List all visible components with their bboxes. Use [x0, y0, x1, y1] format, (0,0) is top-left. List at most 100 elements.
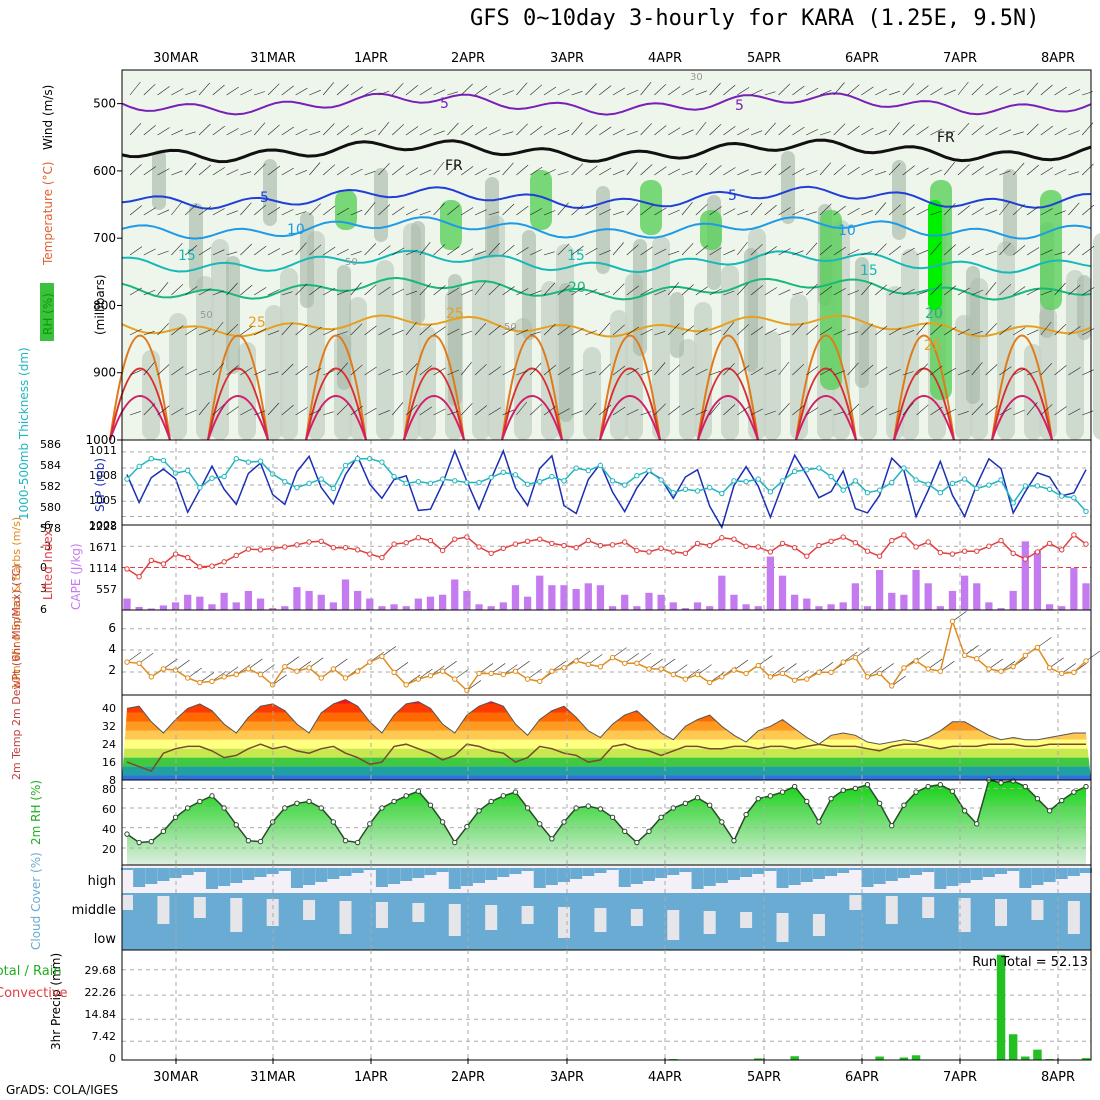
wind-barb [322, 82, 335, 96]
contour-label: 20 [568, 280, 586, 296]
rh-legend-swatch [40, 283, 54, 341]
wind-barb [405, 404, 418, 416]
wind-speed-point [1059, 670, 1065, 677]
wind-barb [309, 409, 322, 416]
wind-barb [1054, 406, 1067, 416]
wind-barb [543, 86, 557, 96]
cape-bar [560, 585, 568, 610]
wind-barb [212, 321, 224, 336]
rh-blob [559, 283, 573, 422]
wind-barb [875, 284, 888, 296]
cape-bar [718, 575, 726, 610]
wind-barb [750, 89, 763, 96]
high-cloud-bar [715, 868, 728, 883]
wind-barb [944, 408, 957, 416]
wind-barb [226, 365, 239, 376]
wind-barb [792, 363, 805, 376]
wind-barb [543, 210, 556, 216]
high-cloud-bar [242, 868, 255, 880]
high-cloud-bar [788, 868, 801, 885]
contour-label: 5 [440, 96, 449, 112]
rh-point [245, 837, 252, 844]
rh-point [561, 819, 567, 825]
li-tick-label: 3 [40, 582, 47, 595]
cape-bar [475, 604, 483, 610]
lifted-index-point [597, 542, 604, 549]
wind-barb [833, 288, 846, 296]
cape-bar [378, 606, 386, 610]
wind-barb [267, 206, 281, 216]
high-cloud-bar [145, 868, 158, 884]
thickness-point [282, 478, 288, 485]
wind-barb [612, 283, 625, 296]
cape-bar [973, 583, 981, 610]
wind-barb [999, 325, 1012, 336]
wind-barb [888, 90, 900, 96]
wind-barb [640, 246, 653, 256]
wind-barb [488, 283, 501, 296]
contour-label: 15 [178, 248, 196, 264]
cape-bar [184, 594, 192, 610]
mid-cloud-gap [812, 914, 825, 936]
wind-barb-10m [1037, 637, 1052, 648]
date-label-top: 4APR [648, 51, 682, 66]
wind-speed-point [791, 677, 798, 683]
wind10m-frame [121, 609, 1092, 696]
wind-barb [957, 411, 969, 416]
contour-label: 5 [735, 98, 744, 114]
wind-barb [654, 331, 666, 336]
lifted-index-point [658, 545, 664, 552]
rh-blob [997, 241, 1015, 440]
thickness-point [1059, 493, 1065, 499]
wind-barb [391, 82, 404, 96]
wind-speed-point [439, 668, 446, 674]
wind-barb-10m [175, 659, 190, 671]
wind-barb [433, 130, 445, 136]
wind-barb-10m [393, 662, 409, 673]
wind-barb [129, 328, 142, 336]
high-cloud-bar [655, 868, 668, 878]
wind-barb [226, 251, 238, 256]
wind-barb [530, 290, 542, 296]
thickness-point [415, 478, 422, 485]
lifted-index-point [1083, 541, 1089, 547]
surface-isotherms [109, 334, 1053, 441]
wind-barb [847, 84, 860, 96]
wind-speed-point [864, 674, 871, 680]
high-cloud-bar [1031, 868, 1044, 885]
wind-barb [157, 209, 170, 216]
wind-barb [419, 406, 432, 416]
wind-barb [212, 290, 224, 296]
cape-bar [997, 608, 1005, 610]
thickness-point [452, 478, 458, 484]
wind-tick-label: 4 [108, 642, 116, 656]
wind-barb [1068, 243, 1081, 256]
wind-barb [419, 169, 432, 176]
rh-blob [892, 160, 906, 240]
wind-barb [460, 403, 473, 416]
cape-bar [269, 608, 277, 610]
wind-barb [295, 211, 307, 216]
cape-bar [657, 594, 665, 610]
wind-barb [695, 162, 708, 176]
wind-barb [971, 83, 984, 96]
wind-barb [930, 128, 943, 136]
temp-bands [122, 699, 1091, 780]
thickness-point [124, 476, 130, 482]
wind-barb [267, 402, 280, 416]
wind-tick-label: 6 [108, 621, 116, 635]
ylabel-thickness: 1000-500mb Thickness (dm) [17, 347, 31, 520]
wind-barb [626, 203, 639, 216]
lifted-index-point [391, 541, 397, 547]
lifted-index-point [318, 538, 324, 544]
wind-barb [323, 164, 336, 176]
wind-speed-point [779, 670, 786, 677]
wind-barb [405, 322, 417, 336]
rh-point [439, 819, 446, 825]
cape-bar [572, 589, 580, 610]
wind-barb [336, 290, 349, 296]
cape-bar [863, 606, 872, 610]
wind-barb [461, 166, 474, 176]
high-cloud-bar [642, 868, 655, 881]
wind-barb [778, 330, 790, 336]
